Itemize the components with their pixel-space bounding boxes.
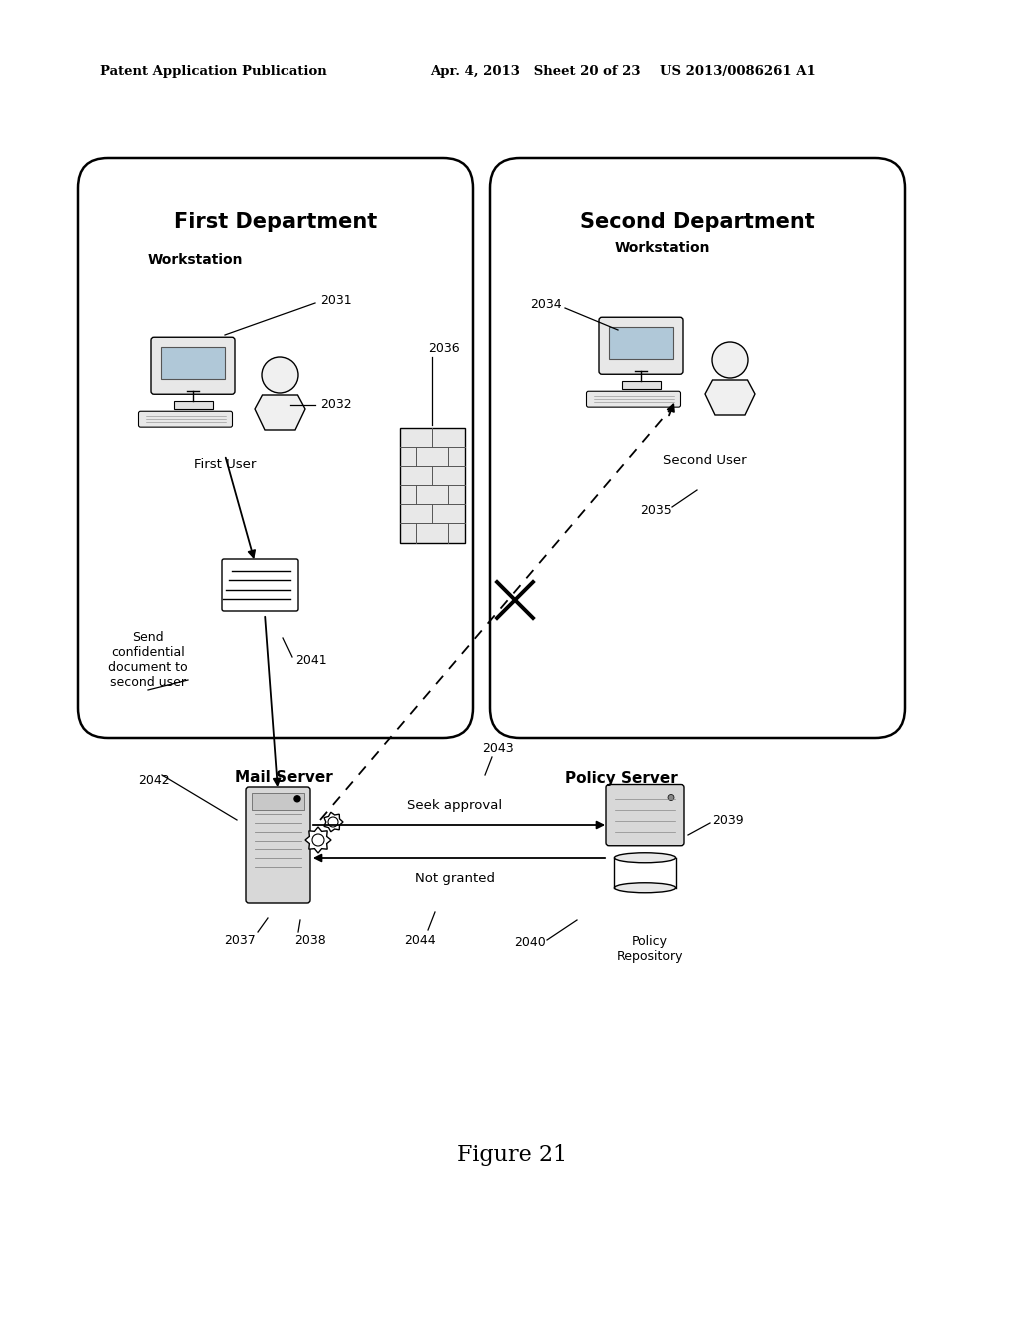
Text: 2032: 2032 <box>319 399 351 412</box>
Polygon shape <box>324 812 343 832</box>
Text: Workstation: Workstation <box>148 253 244 267</box>
Circle shape <box>262 356 298 393</box>
Text: 2044: 2044 <box>404 933 436 946</box>
Text: Second Department: Second Department <box>581 213 815 232</box>
Text: 2041: 2041 <box>295 653 327 667</box>
Text: Second User: Second User <box>664 454 746 466</box>
Polygon shape <box>255 395 305 430</box>
Circle shape <box>328 817 338 828</box>
FancyBboxPatch shape <box>606 784 684 846</box>
Text: Not granted: Not granted <box>415 873 495 884</box>
Text: Seek approval: Seek approval <box>408 799 503 812</box>
Text: Policy Server: Policy Server <box>565 771 678 785</box>
Text: US 2013/0086261 A1: US 2013/0086261 A1 <box>660 66 816 78</box>
Text: Workstation: Workstation <box>615 242 711 255</box>
Text: First Department: First Department <box>174 213 377 232</box>
Text: First User: First User <box>194 458 256 471</box>
Circle shape <box>294 796 300 801</box>
Text: Policy
Repository: Policy Repository <box>616 935 683 964</box>
Text: Mail Server: Mail Server <box>234 771 333 785</box>
Bar <box>161 347 225 379</box>
Circle shape <box>668 795 674 800</box>
Text: Send
confidential
document to
second user: Send confidential document to second use… <box>109 631 187 689</box>
Bar <box>622 381 660 389</box>
FancyBboxPatch shape <box>222 558 298 611</box>
Text: 2038: 2038 <box>294 933 326 946</box>
Text: 2034: 2034 <box>530 298 561 312</box>
FancyBboxPatch shape <box>151 337 234 395</box>
FancyBboxPatch shape <box>587 391 681 407</box>
Text: 2031: 2031 <box>319 293 351 306</box>
Text: 2040: 2040 <box>514 936 546 949</box>
Bar <box>173 401 213 409</box>
Circle shape <box>312 834 324 846</box>
Text: Patent Application Publication: Patent Application Publication <box>100 66 327 78</box>
Circle shape <box>712 342 748 378</box>
Text: 2035: 2035 <box>640 503 672 516</box>
Ellipse shape <box>614 853 676 863</box>
Polygon shape <box>705 380 755 414</box>
Text: 2043: 2043 <box>482 742 514 755</box>
Bar <box>609 327 673 359</box>
FancyBboxPatch shape <box>599 317 683 375</box>
Text: 2039: 2039 <box>712 813 743 826</box>
Bar <box>399 428 465 543</box>
Text: 2036: 2036 <box>428 342 460 355</box>
Text: Apr. 4, 2013   Sheet 20 of 23: Apr. 4, 2013 Sheet 20 of 23 <box>430 66 640 78</box>
FancyBboxPatch shape <box>490 158 905 738</box>
Text: 2037: 2037 <box>224 933 256 946</box>
FancyBboxPatch shape <box>138 412 232 428</box>
FancyBboxPatch shape <box>246 787 310 903</box>
Bar <box>252 793 304 809</box>
Text: 2042: 2042 <box>138 774 170 787</box>
Polygon shape <box>305 828 331 853</box>
FancyBboxPatch shape <box>78 158 473 738</box>
Text: Figure 21: Figure 21 <box>457 1144 567 1166</box>
Ellipse shape <box>614 883 676 892</box>
